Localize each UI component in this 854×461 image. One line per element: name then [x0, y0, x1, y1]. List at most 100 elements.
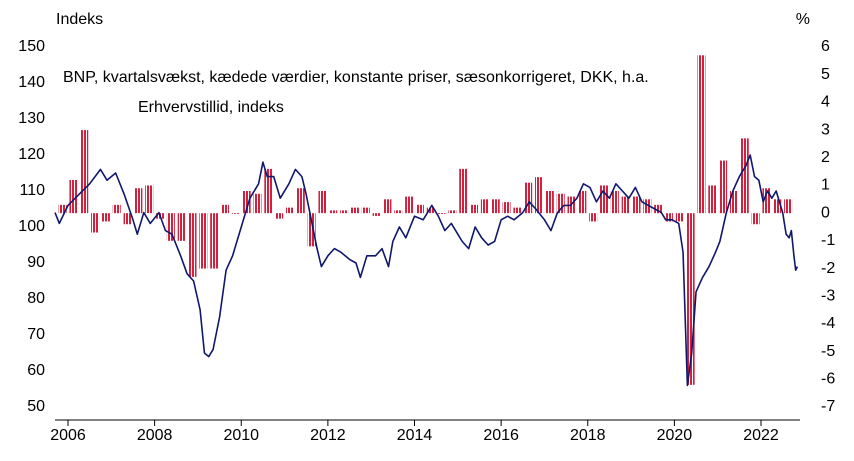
bar: [145, 185, 154, 214]
x-tick-label: 2014: [397, 427, 433, 444]
bar: [199, 213, 208, 269]
bar: [329, 210, 338, 214]
bar: [675, 213, 684, 222]
bar: [448, 210, 457, 214]
bar: [600, 185, 609, 214]
bar: [459, 168, 468, 214]
line: [54, 154, 799, 387]
bar: [578, 191, 587, 214]
x-tick-label: 2016: [483, 427, 519, 444]
y2-tick-label: 0: [821, 204, 830, 221]
bar: [610, 191, 619, 214]
bar: [719, 160, 728, 214]
bar: [643, 199, 652, 214]
bar: [751, 213, 760, 225]
bar: [166, 213, 175, 241]
bar: [426, 207, 435, 214]
bar: [773, 199, 782, 214]
bar: [361, 207, 370, 214]
bar: [740, 138, 749, 214]
y2-tick-label: -3: [821, 287, 835, 304]
legend-bar: BNP, kvartalsvækst, kædede værdier, kons…: [63, 69, 649, 86]
x-tick-label: 2018: [570, 427, 606, 444]
bar: [708, 185, 717, 214]
y2-tick-label: -5: [821, 343, 835, 360]
y-tick-label: 150: [18, 38, 45, 55]
bar: [264, 168, 273, 214]
bar: [405, 196, 414, 214]
y2-tick-label: 6: [821, 38, 830, 55]
bar: [480, 199, 489, 214]
y2-tick-label: 2: [821, 149, 830, 166]
y2-tick-label: -4: [821, 315, 835, 332]
bar: [372, 213, 381, 216]
bar: [556, 193, 565, 214]
y2-tick-label: 1: [821, 177, 830, 194]
bar: [134, 188, 143, 214]
bar: [275, 213, 284, 219]
bar: [729, 191, 738, 214]
bar: [664, 213, 673, 222]
bar: [632, 196, 641, 214]
x-tick-label: 2022: [743, 427, 779, 444]
y-tick-label: 60: [27, 362, 45, 379]
bar: [545, 191, 554, 214]
bar: [535, 177, 544, 214]
y2-tick-label: -7: [821, 398, 835, 415]
bar: [210, 213, 219, 269]
y2-tick-label: -1: [821, 232, 835, 249]
bar: [340, 210, 349, 214]
y2-tick-label: -6: [821, 371, 835, 388]
x-tick-label: 2020: [657, 427, 693, 444]
bar: [58, 204, 67, 214]
y-tick-label: 70: [27, 326, 45, 343]
y-tick-label: 140: [18, 74, 45, 91]
bar: [415, 204, 424, 214]
x-tick-label: 2008: [137, 427, 173, 444]
bar: [69, 179, 78, 214]
bar: [697, 55, 706, 214]
bar: [350, 207, 359, 214]
bar: [318, 191, 327, 214]
bar: [491, 199, 500, 214]
bar: [253, 193, 262, 214]
y-tick-label: 100: [18, 218, 45, 235]
bar: [91, 213, 100, 233]
y2-tick-label: 4: [821, 94, 830, 111]
bar: [762, 188, 771, 214]
bar: [686, 213, 695, 385]
bar: [437, 213, 446, 214]
y-tick-label: 50: [27, 398, 45, 415]
bar: [112, 204, 121, 214]
y-tick-label: 90: [27, 254, 45, 271]
y2-tick-label: -2: [821, 260, 835, 277]
bar: [589, 213, 598, 222]
bar: [394, 210, 403, 214]
y-tick-label: 110: [19, 182, 45, 199]
bar: [307, 213, 316, 247]
x-tick-label: 2006: [50, 427, 86, 444]
x-tick-label: 2012: [310, 427, 346, 444]
y2-tick-label: 3: [821, 121, 830, 138]
bar: [383, 199, 392, 214]
legend-line: Erhvervstillid, indeks: [138, 99, 284, 116]
bar: [80, 130, 89, 214]
y-tick-label: 120: [18, 146, 45, 163]
bar: [524, 182, 533, 214]
y-tick-label: 80: [27, 290, 45, 307]
bar: [470, 204, 479, 214]
bar: [231, 213, 240, 214]
bar: [654, 204, 663, 214]
y2-tick-label: 5: [821, 66, 830, 83]
x-tick-label: 2010: [223, 427, 259, 444]
bar: [513, 207, 522, 214]
bar: [188, 213, 197, 277]
bar: [101, 213, 110, 222]
y-tick-label: 130: [18, 110, 45, 127]
bar: [285, 207, 294, 214]
bar: [221, 204, 230, 214]
bar: [621, 196, 630, 214]
bar: [242, 191, 251, 214]
bar: [296, 188, 305, 214]
